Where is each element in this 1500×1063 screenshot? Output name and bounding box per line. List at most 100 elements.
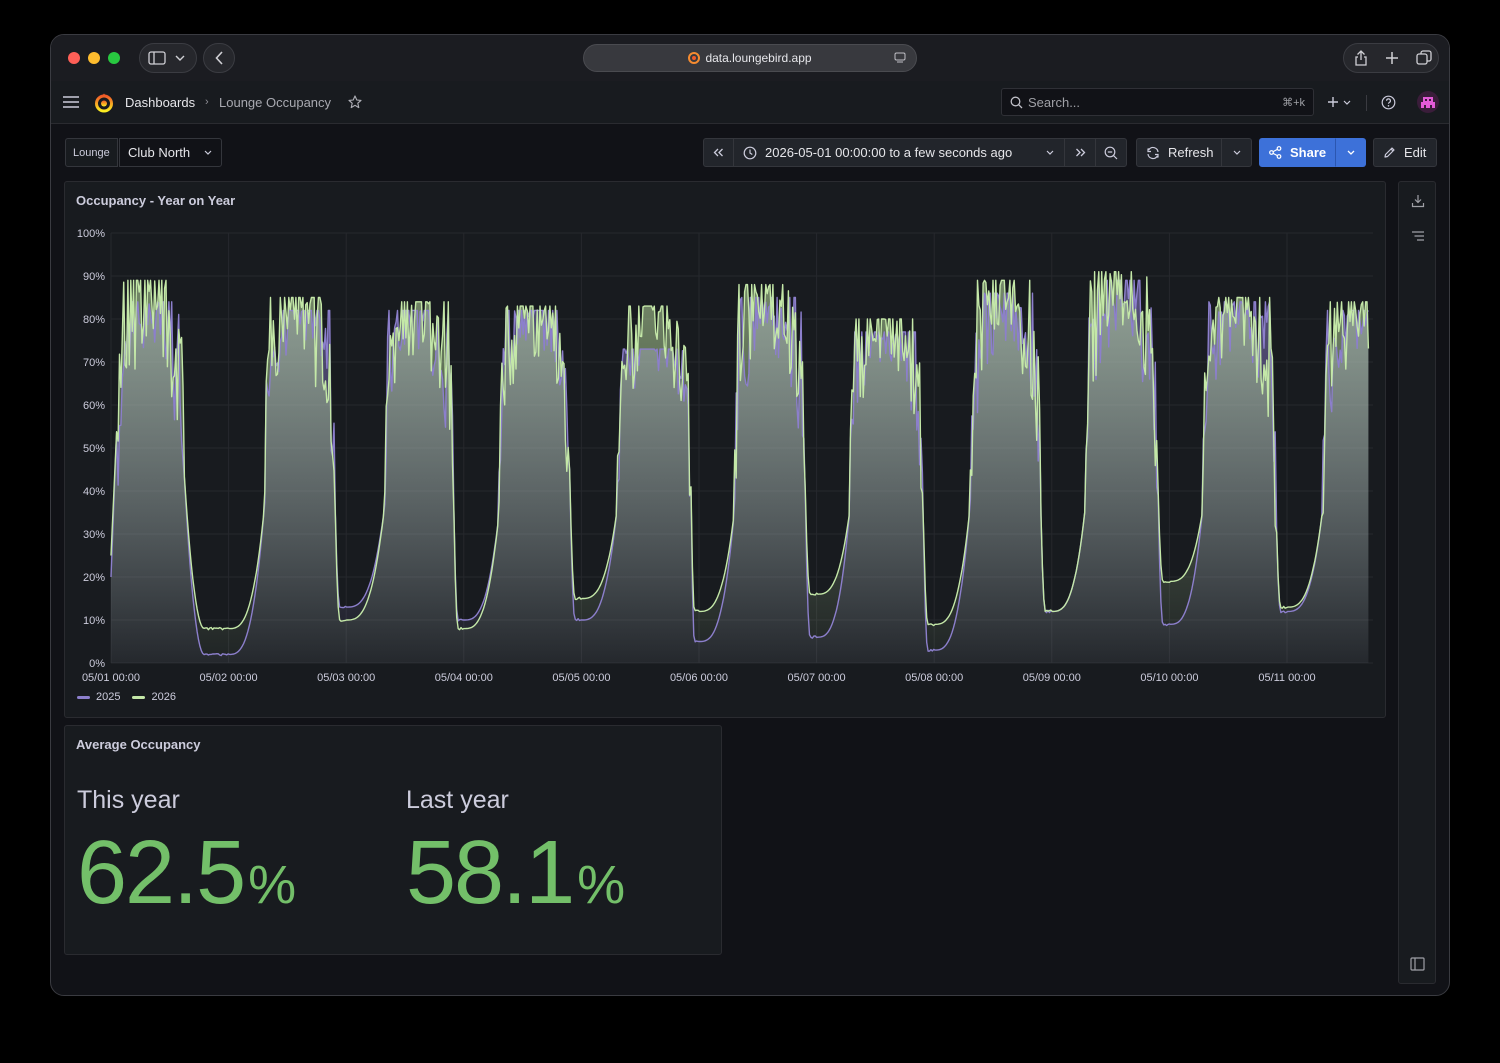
share-nodes-icon [1269,146,1282,159]
x-tick-label: 05/08 00:00 [905,672,963,684]
user-avatar[interactable] [1417,91,1439,113]
refresh-button[interactable]: Refresh [1136,138,1222,167]
y-tick-label: 30% [83,529,105,541]
time-shift-forward-button[interactable] [1064,138,1096,167]
variable-value: Club North [128,145,191,160]
close-window-button[interactable] [68,52,80,64]
chevron-down-icon [1343,100,1351,105]
chevron-down-icon [1046,150,1054,155]
timeseries-panel-title: Occupancy - Year on Year [76,193,236,208]
zoom-window-button[interactable] [108,52,120,64]
y-tick-label: 20% [83,572,105,584]
chart-legend: 2025 2026 [77,691,176,703]
zoom-out-icon [1104,146,1118,160]
y-tick-label: 70% [83,357,105,369]
average-occupancy-panel[interactable]: Average Occupancy This year 62.5% Last y… [64,725,722,955]
edit-button[interactable]: Edit [1373,138,1437,167]
x-tick-label: 05/07 00:00 [788,672,846,684]
breadcrumb-current: Lounge Occupancy [219,95,332,110]
outline-list-icon[interactable] [1411,230,1425,242]
search-icon [1010,96,1023,109]
sidebar-icon [148,51,166,65]
add-new-button[interactable] [1327,96,1351,108]
double-chevron-right-icon [1075,148,1086,157]
y-tick-label: 10% [83,615,105,627]
share-label: Share [1290,145,1327,160]
pencil-icon [1383,146,1396,159]
grafana-logo-icon[interactable] [94,92,114,113]
double-chevron-left-icon [713,148,724,157]
chevron-left-icon [214,51,224,65]
x-tick-label: 05/06 00:00 [670,672,728,684]
new-tab-icon[interactable] [1385,51,1399,65]
stat-label: This year [77,786,180,814]
help-icon[interactable] [1381,95,1396,110]
dashboard-side-rail [1398,181,1436,984]
legend-item-2025[interactable]: 2025 [96,691,121,703]
series-area-2026 [111,271,1369,663]
stat-unit: % [248,855,297,915]
y-tick-label: 40% [83,486,105,498]
chevron-down-icon [1347,150,1355,155]
browser-actions-group [1343,43,1439,73]
share-icon[interactable] [1354,50,1368,66]
series-line-2026[interactable] [110,271,1370,631]
address-bar[interactable]: data.loungebird.app [583,44,917,72]
x-tick-label: 05/02 00:00 [200,672,258,684]
occupancy-chart[interactable]: 0% 10% 20% 30% 40% 50% 60% 70% 80% 90% 100% 05/01 0… [65,182,1387,719]
star-icon[interactable] [348,95,362,109]
stat-number: 62.5 [77,823,246,923]
zoom-out-button[interactable] [1095,138,1127,167]
share-button[interactable]: Share [1259,138,1336,167]
refresh-interval-dropdown[interactable] [1221,138,1252,167]
search-placeholder: Search... [1028,94,1081,110]
average-occupancy-title: Average Occupancy [76,737,201,752]
sidebar-toggle-group[interactable] [139,43,197,73]
x-tick-label: 05/01 00:00 [82,672,140,684]
lounge-variable-select[interactable]: Club North [119,138,222,167]
tab-overview-icon[interactable] [1416,50,1432,66]
chevron-down-icon [1233,150,1241,155]
stat-this-year: This year 62.5% [77,786,296,935]
stat-last-year: Last year 58.1% [406,786,625,935]
share-options-dropdown[interactable] [1335,138,1366,167]
plus-icon [1327,96,1339,108]
reader-mode-icon[interactable] [894,52,906,67]
timeseries-panel[interactable]: Occupancy - Year on Year 0% 10% 20% 30% 40% 5… [64,181,1386,718]
browser-titlebar: data.loungebird.app [51,35,1449,81]
top-navigation: Dashboards › Lounge Occupancy Search... … [51,81,1449,124]
y-tick-label: 80% [83,314,105,326]
panel-layout-icon[interactable] [1410,957,1425,971]
minimize-window-button[interactable] [88,52,100,64]
time-shift-back-button[interactable] [703,138,734,167]
download-icon[interactable] [1411,194,1425,208]
stat-unit: % [577,855,626,915]
legend-swatch-2026 [132,695,146,699]
chevron-down-icon [204,150,212,155]
legend-swatch-2025 [77,695,90,699]
x-tick-label: 05/09 00:00 [1023,672,1081,684]
chevron-down-icon [175,55,185,62]
x-tick-label: 05/04 00:00 [435,672,493,684]
search-input[interactable]: Search... ⌘+k [1001,88,1314,116]
menu-icon[interactable] [62,95,80,109]
x-tick-label: 05/03 00:00 [317,672,375,684]
breadcrumb-separator-icon: › [205,96,209,108]
x-tick-label: 05/11 00:00 [1258,672,1315,684]
time-range-picker[interactable]: 2026-05-01 00:00:00 to a few seconds ago [733,138,1065,167]
back-button[interactable] [203,43,235,73]
refresh-label: Refresh [1168,145,1214,160]
nav-divider [1366,95,1367,111]
clock-icon [743,146,757,160]
edit-label: Edit [1404,145,1427,160]
y-tick-label: 50% [83,443,105,455]
x-tick-label: 05/10 00:00 [1140,672,1198,684]
y-tick-label: 90% [83,271,105,283]
browser-window: data.loungebird.app [50,34,1450,996]
time-range-text: 2026-05-01 00:00:00 to a few seconds ago [765,145,1013,160]
legend-item-2026[interactable]: 2026 [151,691,176,703]
breadcrumb-dashboards[interactable]: Dashboards [125,95,196,110]
stat-label: Last year [406,786,509,814]
stat-value: 62.5% [77,823,296,935]
refresh-icon [1146,146,1160,160]
